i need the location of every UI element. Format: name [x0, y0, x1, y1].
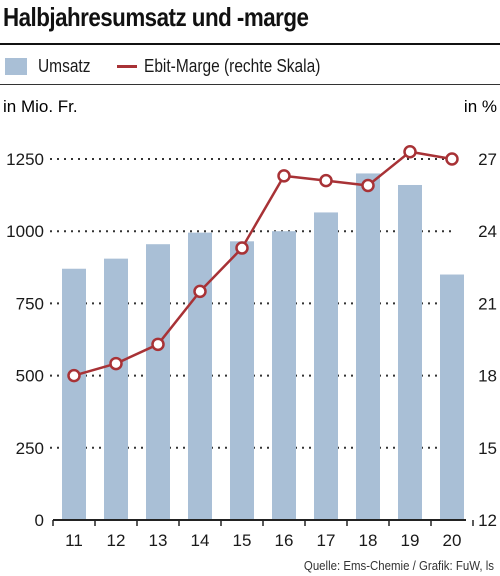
y-tick-label-right: 15	[478, 439, 497, 458]
point-ebit-marge	[361, 178, 375, 193]
y-axis-ticks-left: 0 250 500 750 1000 1250	[6, 150, 44, 530]
y-tick-label-right: 12	[478, 511, 497, 530]
bar-umsatz	[272, 231, 296, 520]
y-tick-label-left: 1000	[6, 222, 44, 241]
chart-title: Halbjahresumsatz und -marge	[3, 2, 309, 32]
x-tick-label: 19	[401, 531, 420, 550]
y-tick-label-right: 18	[478, 367, 497, 386]
x-tick-label: 20	[443, 531, 462, 550]
bar-umsatz	[104, 258, 128, 520]
bar-umsatz	[356, 173, 380, 520]
x-tick-label: 17	[317, 531, 336, 550]
line-ebit-marge	[73, 150, 453, 377]
x-tick-label: 18	[359, 531, 378, 550]
title-rule	[0, 43, 500, 45]
legend-label-umsatz: Umsatz	[38, 56, 91, 76]
bar-series-umsatz	[62, 173, 464, 521]
point-ebit-marge	[235, 241, 249, 255]
point-ebit-marge	[193, 284, 207, 299]
bar-umsatz	[146, 244, 170, 521]
x-tick-label: 15	[233, 531, 252, 550]
legend-swatch-umsatz	[5, 58, 27, 75]
y-axis-ticks-right: 12 15 18 21 24 27	[478, 150, 497, 530]
y-tick-label-left: 0	[35, 511, 44, 530]
bar-umsatz	[230, 241, 254, 521]
y-tick-label-left: 500	[16, 367, 44, 386]
x-tick-label: 12	[107, 531, 126, 550]
legend-label-ebit-marge: Ebit-Marge (rechte Skala)	[144, 56, 321, 76]
x-axis-ticks: 11 12 13 14 15 16 17 18 19 20	[52, 520, 474, 550]
point-ebit-marge	[109, 356, 123, 371]
x-tick-label: 11	[65, 531, 83, 550]
source-note: Quelle: Ems-Chemie / Grafik: FuW, ls	[303, 558, 494, 573]
bar-umsatz	[62, 268, 86, 520]
bar-umsatz	[398, 184, 422, 520]
x-tick-label: 14	[191, 531, 210, 550]
y-tick-label-right: 27	[478, 150, 497, 169]
point-ebit-marge	[445, 152, 459, 166]
y-tick-label-right: 21	[478, 294, 497, 313]
legend-rule	[0, 84, 500, 85]
y-tick-label-right: 24	[478, 222, 497, 241]
y-tick-label-left: 750	[16, 294, 44, 313]
legend-swatch-ebit-marge	[117, 65, 137, 68]
bar-umsatz	[188, 232, 212, 521]
line-series-ebit-marge	[67, 145, 459, 383]
bar-umsatz	[314, 212, 338, 521]
y-axis-label-right: in %	[464, 97, 497, 116]
y-axis-label-left: in Mio. Fr.	[3, 97, 78, 116]
x-tick-label: 13	[149, 531, 168, 550]
y-tick-label-left: 250	[16, 439, 44, 458]
x-tick-label: 16	[275, 531, 294, 550]
point-ebit-marge	[403, 145, 417, 159]
y-tick-label-left: 1250	[6, 150, 44, 169]
point-ebit-marge	[151, 337, 165, 352]
point-ebit-marge	[319, 173, 333, 188]
point-ebit-marge	[277, 169, 291, 183]
bar-umsatz	[440, 274, 464, 520]
point-ebit-marge	[67, 368, 81, 383]
